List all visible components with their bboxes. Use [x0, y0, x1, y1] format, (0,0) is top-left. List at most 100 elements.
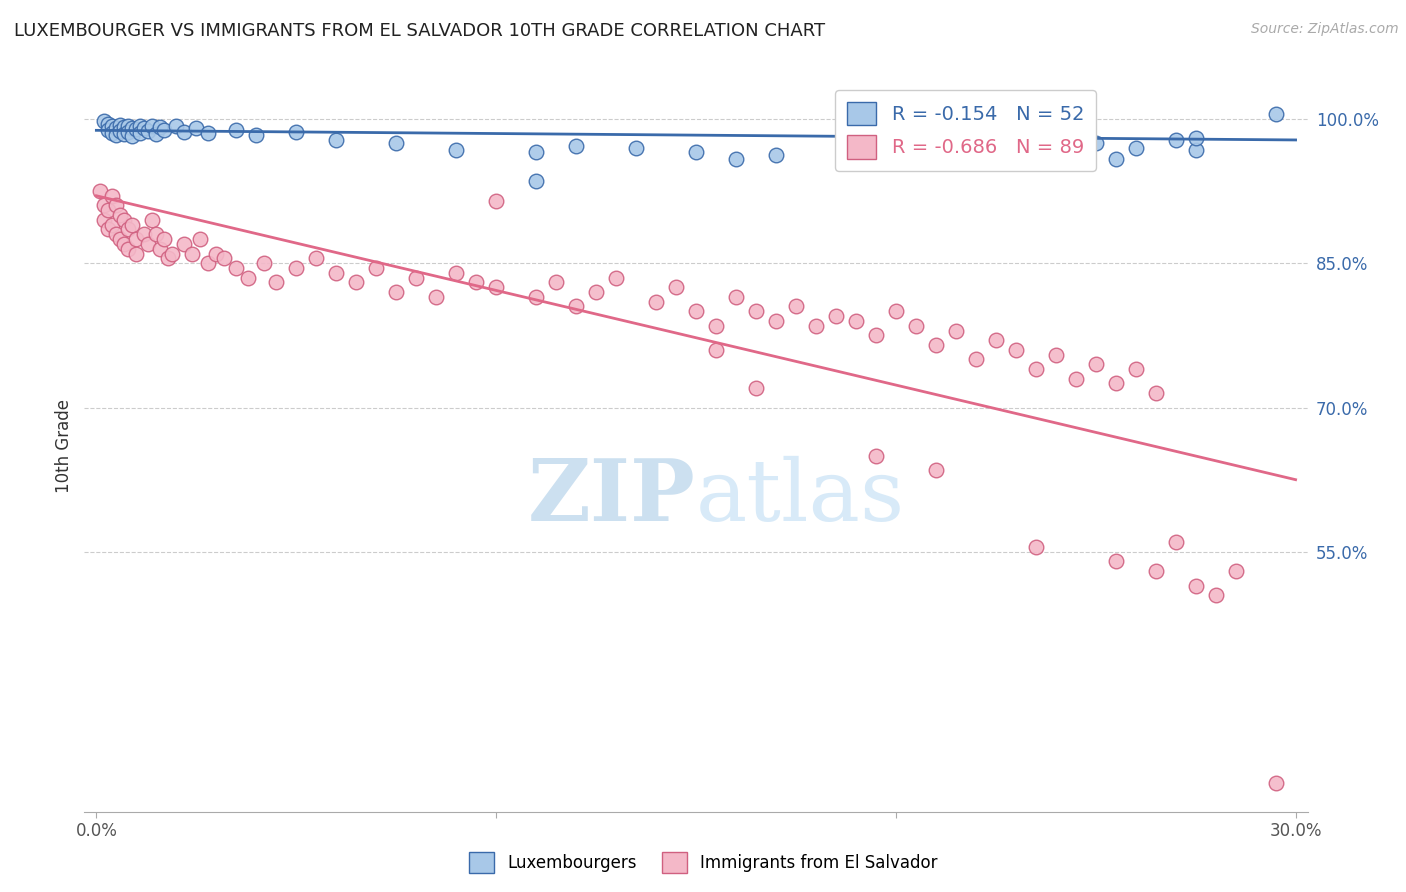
Point — [121, 129, 143, 144]
Point — [1144, 386, 1167, 401]
Point — [765, 148, 787, 162]
Point — [685, 304, 707, 318]
Point — [344, 276, 367, 290]
Point — [197, 126, 219, 140]
Point — [1045, 348, 1067, 362]
Point — [117, 222, 139, 236]
Point — [645, 294, 668, 309]
Point — [173, 236, 195, 251]
Point — [93, 198, 115, 212]
Point — [117, 119, 139, 133]
Point — [745, 381, 768, 395]
Point — [845, 314, 868, 328]
Point — [704, 343, 727, 357]
Point — [105, 198, 128, 212]
Point — [1105, 554, 1128, 568]
Point — [153, 123, 176, 137]
Point — [1004, 343, 1026, 357]
Point — [765, 314, 787, 328]
Point — [149, 242, 172, 256]
Point — [865, 328, 887, 343]
Point — [129, 126, 152, 140]
Point — [425, 290, 447, 304]
Point — [1264, 107, 1286, 121]
Point — [1025, 362, 1047, 376]
Point — [1025, 540, 1047, 554]
Point — [145, 227, 167, 242]
Point — [121, 218, 143, 232]
Point — [945, 150, 967, 164]
Point — [704, 318, 727, 333]
Point — [904, 318, 927, 333]
Point — [325, 133, 347, 147]
Point — [524, 174, 547, 188]
Point — [305, 252, 328, 266]
Point — [385, 136, 408, 150]
Text: Source: ZipAtlas.com: Source: ZipAtlas.com — [1251, 22, 1399, 37]
Point — [925, 463, 948, 477]
Point — [605, 270, 627, 285]
Point — [165, 120, 187, 134]
Point — [101, 218, 124, 232]
Point — [245, 128, 267, 143]
Point — [785, 300, 807, 314]
Point — [101, 126, 124, 140]
Point — [1144, 564, 1167, 578]
Legend: R = -0.154   N = 52, R = -0.686   N = 89: R = -0.154 N = 52, R = -0.686 N = 89 — [835, 90, 1097, 170]
Point — [188, 232, 211, 246]
Legend: Luxembourgers, Immigrants from El Salvador: Luxembourgers, Immigrants from El Salvad… — [463, 846, 943, 880]
Point — [97, 117, 120, 131]
Point — [485, 194, 508, 208]
Point — [225, 123, 247, 137]
Point — [1004, 129, 1026, 144]
Point — [724, 152, 747, 166]
Point — [865, 133, 887, 147]
Point — [173, 125, 195, 139]
Point — [285, 125, 308, 139]
Point — [804, 318, 827, 333]
Point — [112, 236, 135, 251]
Point — [105, 121, 128, 136]
Point — [141, 212, 163, 227]
Point — [110, 232, 132, 246]
Point — [965, 352, 987, 367]
Point — [1084, 136, 1107, 150]
Point — [97, 203, 120, 218]
Point — [1105, 376, 1128, 391]
Point — [925, 338, 948, 352]
Point — [1264, 776, 1286, 790]
Point — [112, 120, 135, 135]
Point — [1184, 578, 1206, 592]
Point — [141, 119, 163, 133]
Point — [145, 127, 167, 141]
Point — [1045, 145, 1067, 160]
Point — [93, 212, 115, 227]
Point — [157, 252, 180, 266]
Point — [101, 188, 124, 202]
Text: ZIP: ZIP — [529, 455, 696, 539]
Point — [865, 449, 887, 463]
Point — [524, 290, 547, 304]
Point — [565, 300, 588, 314]
Point — [105, 128, 128, 143]
Point — [1105, 152, 1128, 166]
Point — [1225, 564, 1247, 578]
Point — [366, 260, 388, 275]
Point — [665, 280, 688, 294]
Point — [1184, 143, 1206, 157]
Point — [117, 125, 139, 139]
Point — [285, 260, 308, 275]
Point — [121, 121, 143, 136]
Point — [112, 127, 135, 141]
Point — [565, 138, 588, 153]
Point — [945, 324, 967, 338]
Point — [205, 246, 228, 260]
Y-axis label: 10th Grade: 10th Grade — [55, 399, 73, 493]
Point — [186, 121, 208, 136]
Point — [136, 124, 159, 138]
Point — [1184, 131, 1206, 145]
Point — [149, 120, 172, 135]
Point — [1084, 357, 1107, 371]
Point — [1064, 371, 1087, 385]
Point — [264, 276, 287, 290]
